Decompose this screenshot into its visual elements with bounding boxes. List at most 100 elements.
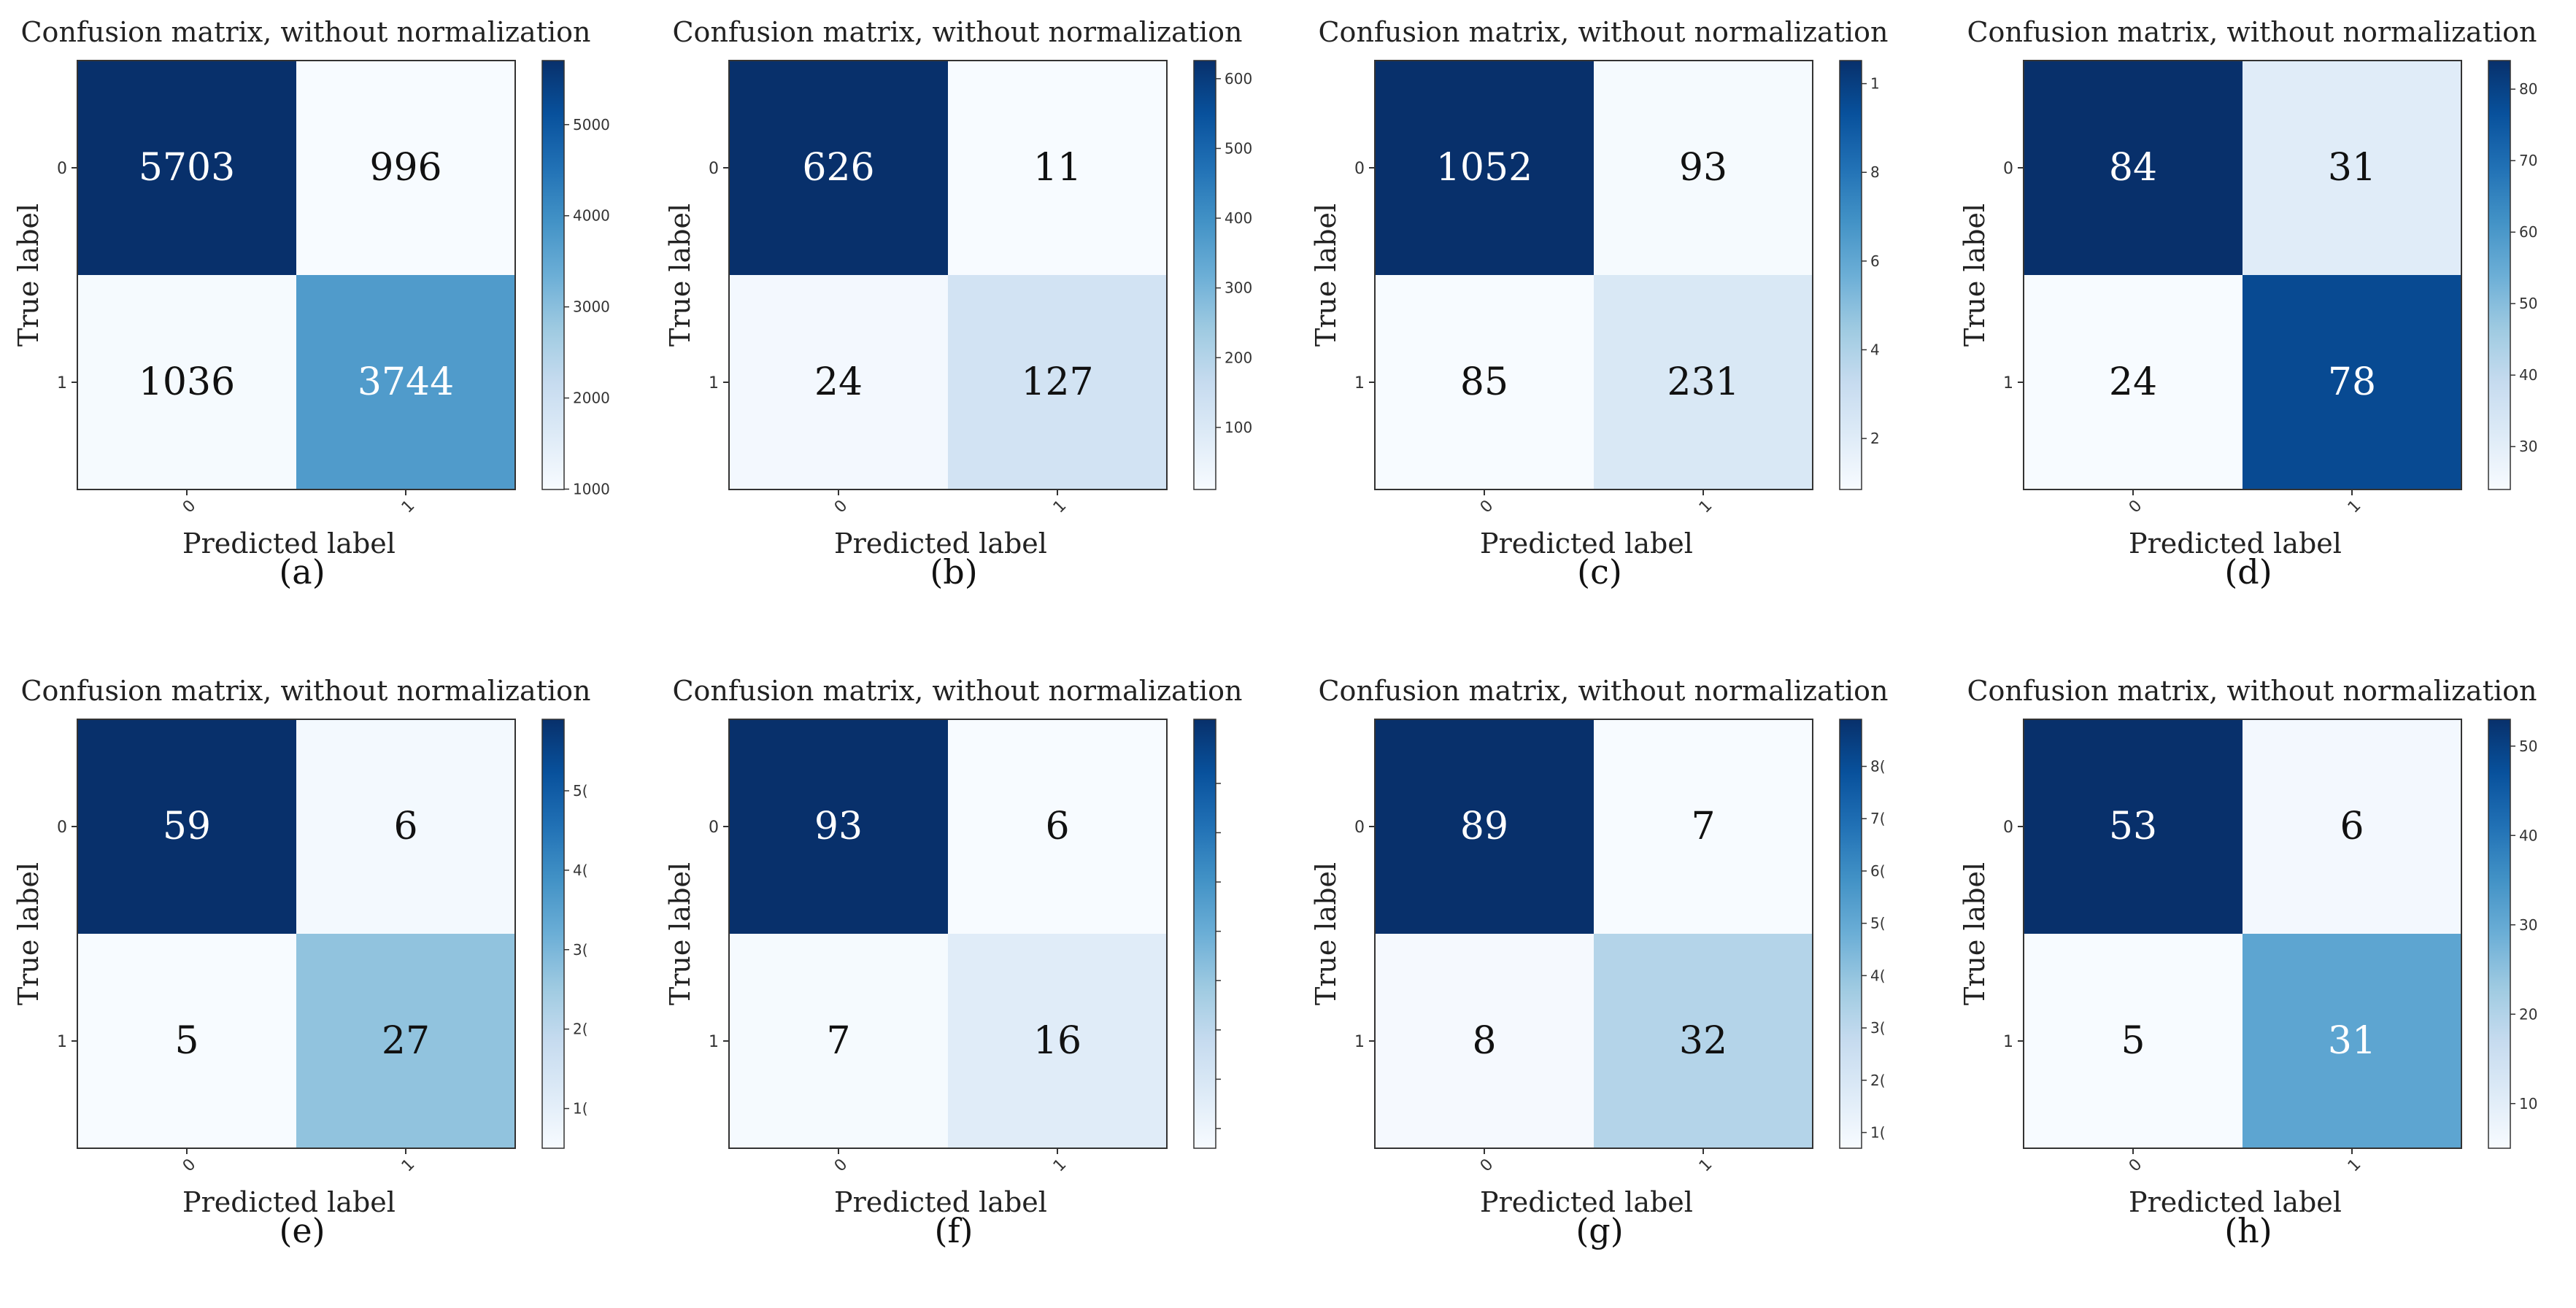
x-axis-label: Predicted label (1480, 527, 1693, 560)
cell-value-label: 1036 (139, 360, 235, 404)
colorbar-tick-label: 40 (2519, 366, 2537, 384)
cell-value-label: 231 (1667, 360, 1739, 404)
y-tick-label: 0 (709, 819, 719, 837)
colorbar-tick-label: 2 (1870, 430, 1880, 447)
matrix-cell (1375, 719, 1594, 934)
x-axis-label: Predicted label (834, 1186, 1047, 1218)
cell-value-label: 16 (1033, 1019, 1081, 1063)
matrix-frame (2023, 60, 2462, 490)
cell-value-label: 5 (174, 1019, 198, 1063)
matrix-cell (296, 934, 515, 1148)
colorbar-tick-label: 3( (1870, 1019, 1886, 1037)
colorbar-tick-label: 7( (1870, 810, 1886, 827)
matrix-frame (728, 60, 1168, 490)
y-tick-label: 1 (2003, 374, 2013, 392)
cell-value-label: 24 (2109, 360, 2157, 404)
colorbar-tick-label: 100 (1225, 419, 1252, 436)
chart-title: Confusion matrix, without normalization (672, 16, 1242, 48)
matrix-frame (1374, 719, 1813, 1149)
cell-value-label: 32 (1679, 1019, 1727, 1063)
colorbar-tick-label: 3( (573, 941, 588, 959)
y-axis-label: True label (1959, 204, 1991, 347)
colorbar-tick-label: 30 (2519, 438, 2537, 455)
colorbar-tick-label: 8 (1870, 163, 1880, 181)
subfigure-caption: (e) (279, 1211, 325, 1250)
matrix-cell (77, 61, 296, 275)
x-axis-label: Predicted label (182, 1186, 396, 1218)
matrix-cell (948, 719, 1167, 934)
matrix-cell (296, 719, 515, 934)
matrix-frame (2023, 719, 2462, 1149)
colorbar-tick-label: 80 (2519, 80, 2537, 98)
chart-title: Confusion matrix, without normalization (1967, 675, 2537, 707)
x-axis-label: Predicted label (1480, 1186, 1693, 1218)
colorbar (541, 719, 565, 1149)
subfigure-caption: (a) (279, 552, 325, 592)
x-tick-label: 1 (1696, 497, 1716, 517)
y-axis-label: True label (12, 204, 45, 347)
x-tick-label: 0 (1477, 1156, 1497, 1176)
matrix-cell (1594, 275, 1813, 489)
cell-value-label: 1052 (1436, 146, 1532, 190)
colorbar-tick-label: 1 (1870, 75, 1880, 93)
matrix-cell (2243, 61, 2461, 275)
x-tick-label: 0 (2126, 497, 2146, 517)
matrix-cell (948, 275, 1167, 489)
y-axis-label: True label (664, 862, 696, 1005)
colorbar (541, 60, 565, 490)
matrix-cell (729, 275, 948, 489)
matrix-cell (1594, 61, 1813, 275)
y-axis-label: True label (1310, 862, 1342, 1005)
cell-value-label: 6 (2340, 805, 2364, 848)
colorbar-tick-label: 2( (573, 1021, 588, 1038)
colorbar (1839, 60, 1862, 490)
colorbar-tick-label: 40 (2519, 827, 2537, 844)
y-tick-label: 0 (2003, 160, 2013, 178)
colorbar-tick-label: 3000 (573, 298, 610, 316)
colorbar-tick-label: 5( (573, 782, 588, 800)
cell-value-label: 27 (382, 1019, 430, 1063)
x-axis-label: Predicted label (834, 527, 1047, 560)
colorbar-tick-label: 10 (2519, 1095, 2537, 1112)
colorbar (2488, 719, 2511, 1149)
colorbar-tick-label: 6( (1870, 862, 1886, 880)
cell-value-label: 5 (2121, 1019, 2145, 1063)
y-tick-label: 1 (57, 374, 67, 392)
chart-title: Confusion matrix, without normalization (1318, 675, 1888, 707)
matrix-cell (77, 719, 296, 934)
matrix-cell (729, 61, 948, 275)
colorbar (2488, 60, 2511, 490)
x-axis-label: Predicted label (2129, 527, 2342, 560)
colorbar-tick-label: 60 (2519, 223, 2537, 241)
subfigure-caption: (c) (1577, 552, 1622, 592)
matrix-cell (296, 61, 515, 275)
y-tick-label: 0 (709, 160, 719, 178)
y-tick-label: 1 (2003, 1033, 2013, 1051)
y-tick-label: 0 (1354, 819, 1365, 837)
y-axis-label: True label (664, 204, 696, 347)
colorbar-tick-label: 8( (1870, 758, 1886, 775)
cell-value-label: 78 (2328, 360, 2376, 404)
matrix-cell (2243, 275, 2461, 489)
matrix-cell (296, 275, 515, 489)
matrix-cell (77, 934, 296, 1148)
colorbar-tick-label: 70 (2519, 152, 2537, 169)
cell-value-label: 89 (1460, 805, 1508, 848)
cell-value-label: 59 (163, 805, 211, 848)
matrix-cell (2024, 275, 2243, 489)
matrix-cell (77, 275, 296, 489)
cell-value-label: 7 (826, 1019, 850, 1063)
y-axis-label: True label (1959, 862, 1991, 1005)
matrix-frame (77, 60, 516, 490)
y-tick-label: 0 (57, 160, 67, 178)
confusion-matrix-panel: Confusion matrix, without normalization 9… (664, 675, 1243, 1250)
cell-value-label: 127 (1021, 360, 1093, 404)
chart-title: Confusion matrix, without normalization (20, 675, 590, 707)
matrix-cell (948, 934, 1167, 1148)
colorbar-tick-label: 30 (2519, 916, 2537, 934)
x-axis-label: Predicted label (2129, 1186, 2342, 1218)
cell-value-label: 93 (814, 805, 863, 848)
confusion-matrix-panel: Confusion matrix, without normalization 5… (12, 675, 591, 1250)
colorbar-tick-label: 400 (1225, 209, 1252, 227)
